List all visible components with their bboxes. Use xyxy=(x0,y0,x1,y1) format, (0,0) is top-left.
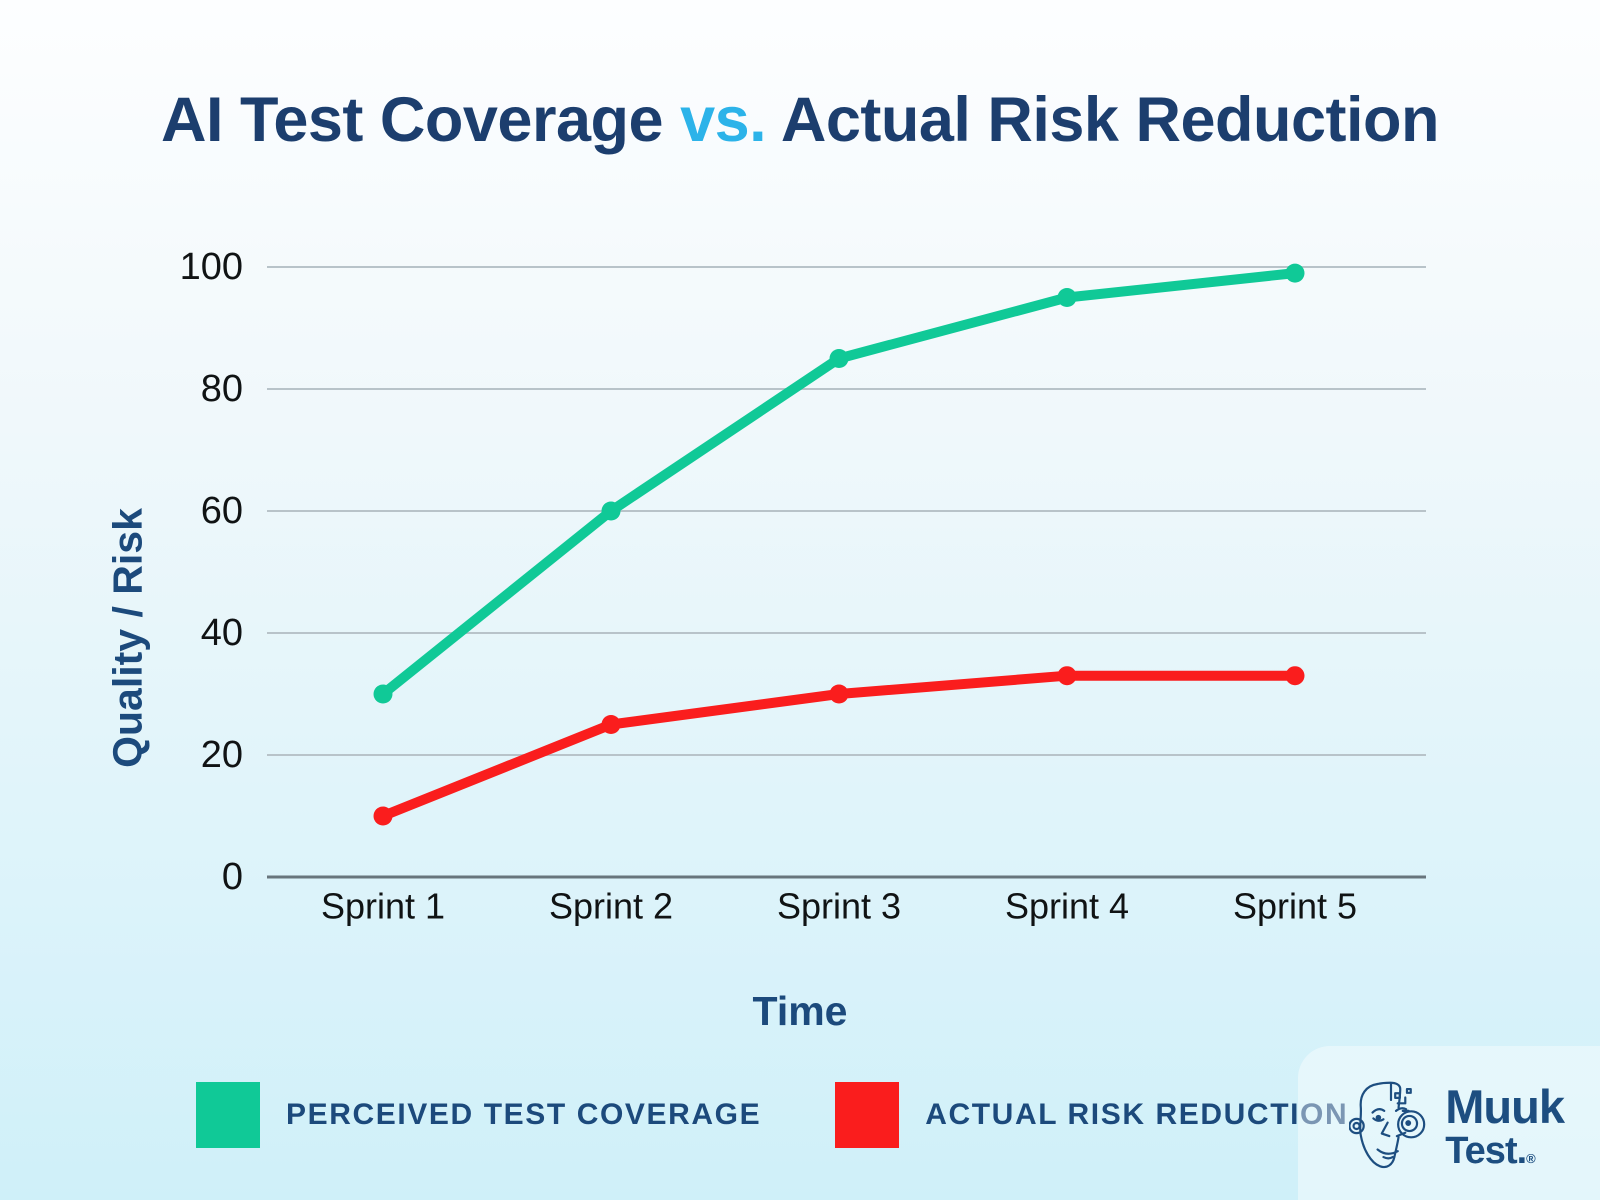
data-point xyxy=(1285,666,1305,686)
x-tick-label: Sprint 5 xyxy=(1233,885,1357,926)
legend-item-actual-risk-reduction: ACTUAL RISK REDUCTION xyxy=(835,1082,1348,1148)
page-title: AI Test Coverage vs. Actual Risk Reducti… xyxy=(0,84,1600,156)
muuktest-face-icon xyxy=(1349,1081,1426,1169)
legend-item-perceived-test-coverage: PERCEIVED TEST COVERAGE xyxy=(196,1082,761,1148)
series-line-0 xyxy=(378,268,1300,699)
logo-word-test: Test.® xyxy=(1445,1132,1564,1170)
logo-background-panel xyxy=(1298,1046,1600,1200)
data-point xyxy=(829,349,849,368)
chart-legend: PERCEIVED TEST COVERAGE ACTUAL RISK REDU… xyxy=(196,1082,1348,1148)
y-tick-label: 0 xyxy=(222,856,243,898)
x-axis-title: Time xyxy=(752,988,848,1034)
data-point xyxy=(373,684,393,704)
legend-swatch-red xyxy=(835,1082,900,1148)
x-tick-label: Sprint 1 xyxy=(321,885,445,926)
registered-mark-icon: ® xyxy=(1526,1150,1536,1166)
y-tick-label: 60 xyxy=(201,490,243,532)
title-segment-vs: vs. xyxy=(680,85,767,155)
data-point xyxy=(1057,666,1077,686)
data-point xyxy=(601,501,621,521)
data-point xyxy=(601,715,621,734)
y-tick-label: 40 xyxy=(201,612,243,654)
muuktest-logo: Muuk Test.® xyxy=(1349,1078,1565,1174)
y-tick-label: 80 xyxy=(201,368,243,410)
legend-swatch-green xyxy=(196,1082,260,1148)
data-point xyxy=(1057,288,1077,307)
data-point xyxy=(1285,263,1305,283)
legend-label-perceived-test-coverage: PERCEIVED TEST COVERAGE xyxy=(286,1098,762,1131)
y-tick-label: 20 xyxy=(201,734,243,776)
legend-label-actual-risk-reduction: ACTUAL RISK REDUCTION xyxy=(925,1098,1349,1131)
logo-word-muuk: Muuk xyxy=(1445,1079,1565,1133)
title-segment-risk: Actual Risk Reduction xyxy=(780,85,1440,155)
muuktest-wordmark: Muuk Test.® xyxy=(1445,1079,1565,1170)
data-point xyxy=(829,684,849,704)
data-point xyxy=(373,806,393,826)
x-tick-label: Sprint 2 xyxy=(549,885,673,926)
x-tick-label: Sprint 3 xyxy=(777,885,901,926)
y-tick-label: 100 xyxy=(180,246,243,288)
x-tick-label: Sprint 4 xyxy=(1005,885,1129,926)
y-axis-title: Quality / Risk xyxy=(104,508,151,768)
title-segment-coverage: AI Test Coverage xyxy=(161,85,664,155)
logo-word-test-text: Test. xyxy=(1445,1129,1527,1172)
